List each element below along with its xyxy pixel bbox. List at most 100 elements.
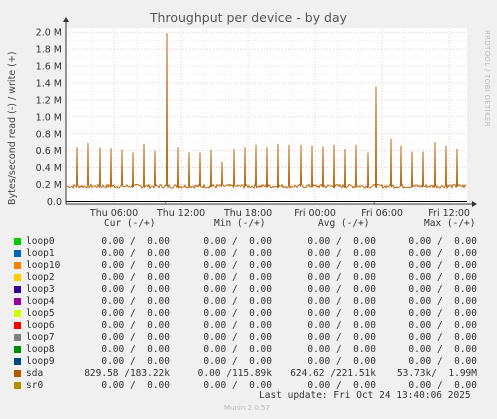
- legend-header-min: Min (-/+): [214, 218, 266, 229]
- legend-swatch: [14, 274, 21, 281]
- legend-name: loop5: [26, 308, 55, 319]
- x-tick-labels: Thu 06:00 Thu 12:00 Thu 18:00 Fri 00:00 Fri …: [89, 208, 470, 219]
- legend-min-value: 0.00 / 0.00: [203, 308, 272, 319]
- legend-max-value: 0.00 / 0.00: [408, 272, 477, 283]
- legend-row-sda: sda 829.58 /183.22k 0.00 /115.89k 624.62 /2…: [0, 368, 497, 380]
- legend-avg-value: 0.00 / 0.00: [307, 320, 376, 331]
- legend-swatch: [14, 346, 21, 353]
- legend-swatch: [14, 358, 21, 365]
- y-tick-label: 1.6 M: [36, 62, 62, 73]
- legend-min-value: 0.00 / 0.00: [203, 320, 272, 331]
- x-tick-label: Thu 06:00: [89, 208, 138, 219]
- legend-row-loop2: loop2 0.00 / 0.00 0.00 / 0.00 0.00 / 0.00 0.…: [0, 272, 497, 284]
- legend-name: loop8: [26, 344, 55, 355]
- last-update: Last update: Fri Oct 24 13:40:06 2025: [259, 390, 471, 401]
- legend-row-loop3: loop3 0.00 / 0.00 0.00 / 0.00 0.00 / 0.00 0.…: [0, 284, 497, 296]
- legend-swatch: [14, 334, 21, 341]
- legend-swatch: [14, 286, 21, 293]
- series-line-sda: [66, 33, 467, 190]
- legend-min-value: 0.00 / 0.00: [203, 380, 272, 391]
- legend-name: loop10: [26, 260, 61, 271]
- legend-max-value: 0.00 / 0.00: [408, 236, 477, 247]
- legend-min-value: 0.00 / 0.00: [203, 260, 272, 271]
- y-tick-label: 1.8 M: [36, 45, 62, 56]
- legend-max-value: 0.00 / 0.00: [408, 332, 477, 343]
- legend-row-loop6: loop6 0.00 / 0.00 0.00 / 0.00 0.00 / 0.00 0.…: [0, 320, 497, 332]
- legend-row-loop5: loop5 0.00 / 0.00 0.00 / 0.00 0.00 / 0.00 0.…: [0, 308, 497, 320]
- legend-row-loop10: loop10 0.00 / 0.00 0.00 / 0.00 0.00 / 0.00 0…: [0, 260, 497, 272]
- legend-name: loop2: [26, 272, 55, 283]
- y-tick-label: 1.2 M: [36, 95, 62, 106]
- legend-min-value: 0.00 / 0.00: [203, 332, 272, 343]
- legend-cur-value: 0.00 / 0.00: [101, 356, 170, 367]
- legend-avg-value: 0.00 / 0.00: [307, 248, 376, 259]
- legend-max-value: 0.00 / 0.00: [408, 308, 477, 319]
- legend-min-value: 0.00 / 0.00: [203, 248, 272, 259]
- y-tick-label: 2.0 M: [36, 28, 62, 39]
- legend-cur-value: 0.00 / 0.00: [101, 344, 170, 355]
- legend-cur-value: 829.58 /183.22k: [84, 368, 170, 379]
- legend-avg-value: 0.00 / 0.00: [307, 260, 376, 271]
- chart-title: Throughput per device - by day: [149, 10, 348, 25]
- x-tick-label: Thu 12:00: [156, 208, 205, 219]
- legend-name: loop6: [26, 320, 55, 331]
- legend-max-value: 0.00 / 0.00: [408, 344, 477, 355]
- munin-version: Munin 2.0.57: [224, 404, 270, 412]
- legend-swatch: [14, 238, 21, 245]
- legend-row-loop4: loop4 0.00 / 0.00 0.00 / 0.00 0.00 / 0.00 0.…: [0, 296, 497, 308]
- legend-avg-value: 0.00 / 0.00: [307, 344, 376, 355]
- legend-swatch: [14, 298, 21, 305]
- legend-max-value: 0.00 / 0.00: [408, 260, 477, 271]
- legend-row-loop9: loop9 0.00 / 0.00 0.00 / 0.00 0.00 / 0.00 0.…: [0, 356, 497, 368]
- y-axis-arrow: [63, 17, 69, 22]
- legend-avg-value: 624.62 /221.51k: [290, 368, 376, 379]
- legend-avg-value: 0.00 / 0.00: [307, 296, 376, 307]
- legend-min-value: 0.00 / 0.00: [203, 296, 272, 307]
- legend-cur-value: 0.00 / 0.00: [101, 380, 170, 391]
- legend-max-value: 0.00 / 0.00: [408, 248, 477, 259]
- y-tick-labels: 0.0 0.2 M 0.4 M 0.6 M 0.8 M 1.0 M 1.2 M 1.4 M 1.…: [36, 28, 62, 208]
- legend-name: loop9: [26, 356, 55, 367]
- legend-header-row: Cur (-/+) Min (-/+) Avg (-/+) Max (-/+): [0, 218, 497, 230]
- legend-max-value: 53.73k/ 1.99M: [396, 368, 477, 379]
- x-tick-label: Fri 12:00: [428, 208, 470, 219]
- legend-swatch: [14, 370, 21, 377]
- legend-row-loop0: loop0 0.00 / 0.00 0.00 / 0.00 0.00 / 0.00 0.…: [0, 236, 497, 248]
- legend-name: loop7: [26, 332, 55, 343]
- y-tick-label: 0.0: [47, 197, 62, 208]
- legend-avg-value: 0.00 / 0.00: [307, 380, 376, 391]
- y-tick-label: 1.0 M: [36, 112, 62, 123]
- legend-max-value: 0.00 / 0.00: [408, 296, 477, 307]
- x-tick-label: Fri 00:00: [294, 208, 336, 219]
- legend-name: loop4: [26, 296, 55, 307]
- legend-avg-value: 0.00 / 0.00: [307, 308, 376, 319]
- legend-min-value: 0.00 / 0.00: [203, 344, 272, 355]
- legend-cur-value: 0.00 / 0.00: [101, 260, 170, 271]
- legend-row-sr0: sr0 0.00 / 0.00 0.00 / 0.00 0.00 / 0.00 0.00…: [0, 380, 497, 392]
- x-tick-label: Thu 18:00: [223, 208, 272, 219]
- legend-avg-value: 0.00 / 0.00: [307, 356, 376, 367]
- legend-max-value: 0.00 / 0.00: [408, 356, 477, 367]
- legend-cur-value: 0.00 / 0.00: [101, 272, 170, 283]
- y-tick-label: 1.4 M: [36, 79, 62, 90]
- legend-cur-value: 0.00 / 0.00: [101, 236, 170, 247]
- legend-swatch: [14, 250, 21, 257]
- legend-swatch: [14, 262, 21, 269]
- legend-cur-value: 0.00 / 0.00: [101, 308, 170, 319]
- legend-swatch: [14, 322, 21, 329]
- legend-header-avg: Avg (-/+): [318, 218, 370, 229]
- legend-min-value: 0.00 / 0.00: [203, 272, 272, 283]
- legend-swatch: [14, 382, 21, 389]
- legend-avg-value: 0.00 / 0.00: [307, 284, 376, 295]
- legend-cur-value: 0.00 / 0.00: [101, 320, 170, 331]
- legend-cur-value: 0.00 / 0.00: [101, 284, 170, 295]
- legend-max-value: 0.00 / 0.00: [408, 284, 477, 295]
- legend-row-loop1: loop1 0.00 / 0.00 0.00 / 0.00 0.00 / 0.00 0.…: [0, 248, 497, 260]
- legend-header-max: Max (-/+): [424, 218, 476, 229]
- y-tick-label: 0.4 M: [36, 163, 62, 174]
- axes: [63, 17, 477, 207]
- legend-min-value: 0.00 / 0.00: [203, 356, 272, 367]
- legend-row-loop7: loop7 0.00 / 0.00 0.00 / 0.00 0.00 / 0.00 0.…: [0, 332, 497, 344]
- legend-cur-value: 0.00 / 0.00: [101, 248, 170, 259]
